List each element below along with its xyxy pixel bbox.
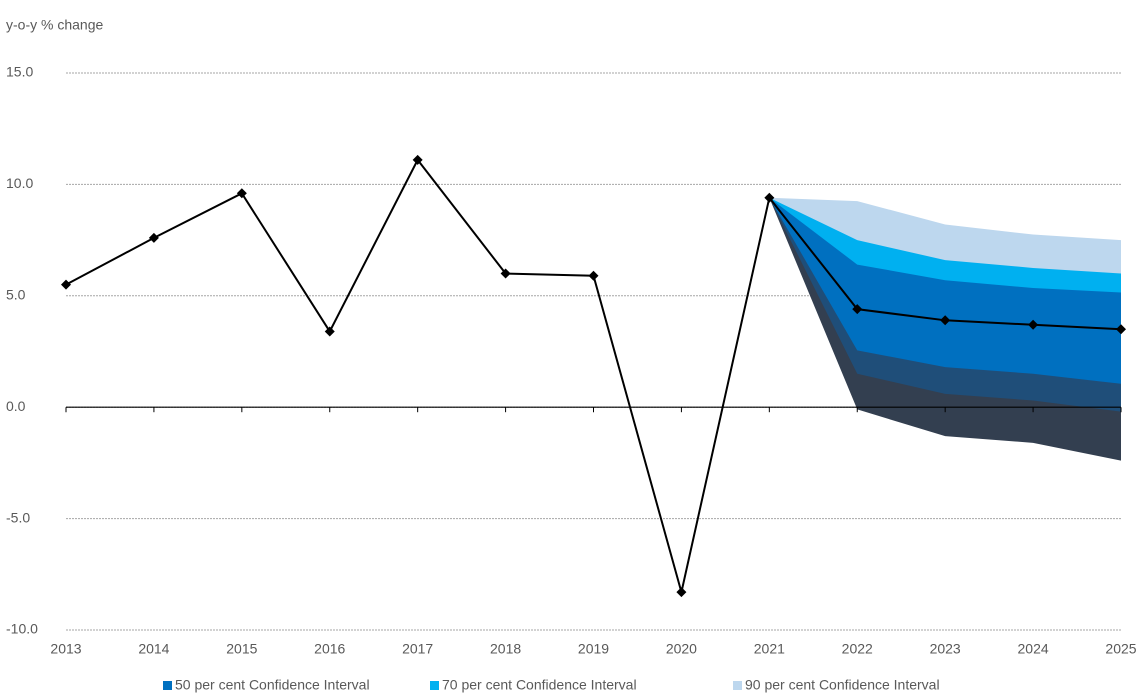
marker bbox=[852, 304, 863, 315]
marker bbox=[148, 232, 159, 243]
marker bbox=[324, 326, 335, 337]
x-tick-label: 2013 bbox=[50, 641, 81, 657]
x-tick-label: 2025 bbox=[1105, 641, 1136, 657]
marker bbox=[940, 315, 951, 326]
legend-label: 90 per cent Confidence Interval bbox=[745, 677, 940, 693]
legend-swatch bbox=[733, 681, 742, 690]
band-upper bbox=[769, 197, 1121, 330]
marker bbox=[61, 279, 71, 290]
legend-label: 70 per cent Confidence Interval bbox=[442, 677, 637, 693]
marker bbox=[588, 270, 599, 281]
x-tick-label: 2017 bbox=[402, 641, 433, 657]
marker bbox=[676, 587, 687, 598]
x-tick-label: 2023 bbox=[930, 641, 961, 657]
y-axis-label: y-o-y % change bbox=[6, 17, 103, 33]
marker bbox=[412, 154, 423, 165]
legend-swatch bbox=[163, 681, 172, 690]
marker bbox=[764, 192, 775, 203]
legend-label: 50 per cent Confidence Interval bbox=[175, 677, 370, 693]
x-tick-label: 2020 bbox=[666, 641, 697, 657]
x-tick-label: 2014 bbox=[138, 641, 169, 657]
y-tick-label: -5.0 bbox=[6, 509, 30, 525]
x-tick-label: 2021 bbox=[754, 641, 785, 657]
y-tick-label: 10.0 bbox=[6, 175, 33, 191]
marker bbox=[1028, 319, 1039, 330]
marker bbox=[1116, 324, 1126, 335]
x-tick-label: 2016 bbox=[314, 641, 345, 657]
x-tick-label: 2015 bbox=[226, 641, 257, 657]
y-tick-label: 0.0 bbox=[6, 398, 26, 414]
y-tick-label: 15.0 bbox=[6, 64, 33, 80]
x-tick-label: 2022 bbox=[842, 641, 873, 657]
band-lower bbox=[769, 197, 1121, 384]
x-tick-label: 2018 bbox=[490, 641, 521, 657]
y-tick-label: 5.0 bbox=[6, 287, 26, 303]
x-tick-label: 2019 bbox=[578, 641, 609, 657]
legend-swatch bbox=[430, 681, 439, 690]
marker bbox=[500, 268, 511, 279]
y-tick-label: -10.0 bbox=[6, 621, 38, 637]
marker bbox=[236, 188, 247, 199]
x-tick-label: 2024 bbox=[1018, 641, 1049, 657]
